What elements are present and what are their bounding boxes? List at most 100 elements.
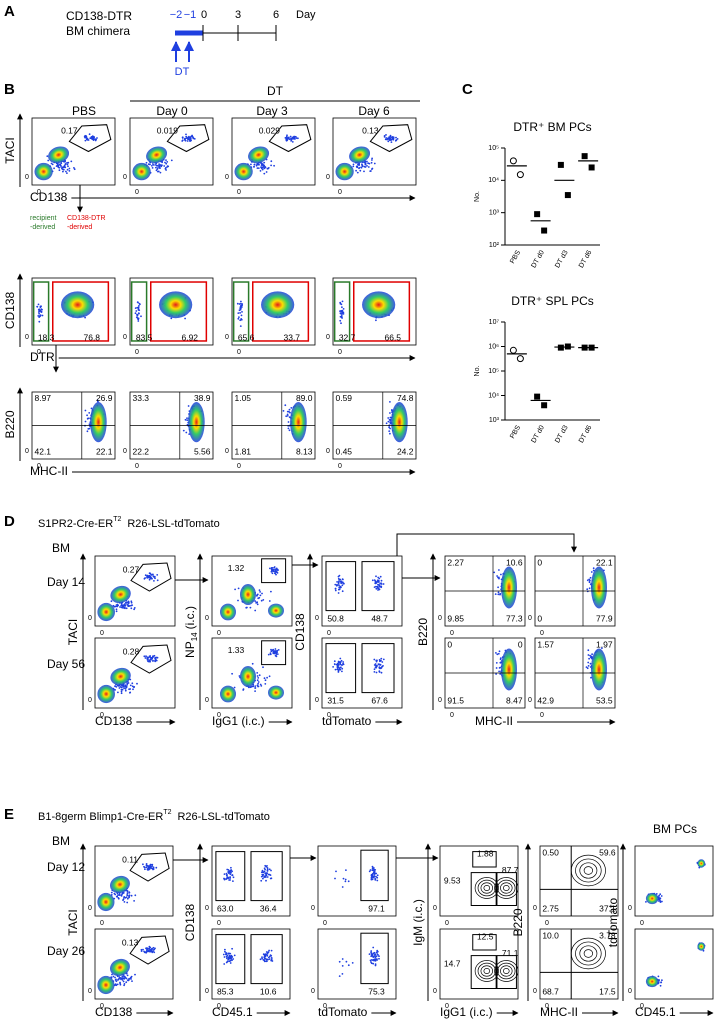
- event-dot: [130, 600, 133, 603]
- contour: [494, 877, 519, 899]
- row-label: Day 12: [47, 860, 85, 874]
- gate-percentage: 8.13: [296, 447, 313, 457]
- event-dot: [262, 877, 264, 880]
- event-dot: [372, 956, 375, 958]
- event-dot: [126, 890, 129, 892]
- event-dot: [276, 649, 279, 652]
- event-dot: [371, 878, 374, 881]
- event-dot: [259, 683, 262, 686]
- event-dot: [185, 135, 188, 138]
- event-dot: [256, 672, 259, 674]
- event-dot: [385, 137, 388, 139]
- event-dot: [372, 958, 375, 961]
- event-dot: [499, 673, 502, 675]
- panel-label: A: [4, 3, 15, 20]
- event-dot: [134, 312, 137, 315]
- event-dot: [263, 959, 266, 962]
- data-point: [509, 157, 517, 165]
- event-dot: [363, 170, 365, 173]
- zero-tick: 0: [445, 920, 449, 927]
- event-dot: [144, 951, 147, 953]
- contour: [477, 879, 496, 897]
- event-dot: [237, 587, 240, 590]
- event-dot: [367, 162, 369, 165]
- event-dot: [368, 870, 371, 873]
- event-dot: [126, 601, 129, 604]
- event-dot: [187, 136, 190, 139]
- event-dot: [170, 159, 173, 162]
- event-dot: [88, 133, 91, 136]
- event-dot: [337, 663, 340, 666]
- event-dot: [189, 139, 191, 142]
- event-dot: [375, 875, 377, 878]
- event-dot: [87, 428, 90, 430]
- gate: [250, 934, 283, 985]
- zero-tick: 0: [100, 630, 104, 637]
- event-dot: [136, 313, 138, 316]
- zero-tick: 0: [217, 920, 221, 927]
- title-part: S1PR2-Cre-ER: [38, 518, 113, 530]
- event-dot: [150, 574, 153, 576]
- gate-percentage: 0: [537, 613, 542, 623]
- event-dot: [257, 677, 260, 679]
- event-dot: [361, 164, 364, 167]
- gate-percentage: 9.53: [444, 875, 461, 885]
- density-blob: [290, 402, 307, 443]
- event-dot: [193, 138, 196, 140]
- event-dot: [120, 894, 123, 897]
- gate: [130, 644, 172, 674]
- event-dot: [266, 958, 268, 961]
- event-dot: [259, 591, 261, 593]
- gate-percentage: 33.7: [283, 333, 300, 343]
- gate: [232, 281, 250, 342]
- density-blob: [349, 146, 371, 164]
- data-point: [557, 161, 564, 168]
- event-dot: [37, 303, 40, 306]
- gate: [360, 932, 389, 985]
- density-blob: [132, 162, 151, 181]
- gate: [325, 643, 357, 694]
- event-dot: [265, 953, 268, 956]
- event-dot: [290, 140, 292, 142]
- event-dot: [370, 873, 373, 876]
- event-dot: [187, 405, 190, 407]
- event-dot: [256, 601, 258, 604]
- zero-tick: 0: [545, 1003, 549, 1010]
- axis-label: tdTomato: [322, 714, 372, 728]
- event-dot: [347, 880, 350, 883]
- event-dot: [264, 875, 267, 878]
- event-dot: [270, 590, 272, 593]
- event-dot: [114, 893, 117, 896]
- event-dot: [275, 653, 278, 655]
- event-dot: [589, 654, 591, 657]
- model-title: S1PR2-Cre-ERT2 R26-LSL-tdTomato: [38, 516, 220, 530]
- event-dot: [228, 879, 231, 881]
- axis-label: B220: [511, 908, 525, 936]
- event-dot: [495, 667, 498, 669]
- event-dot: [264, 864, 267, 867]
- event-dot: [382, 665, 384, 667]
- gate: [215, 851, 246, 902]
- event-dot: [152, 573, 154, 576]
- event-dot: [376, 879, 379, 882]
- event-dot: [191, 135, 194, 138]
- zero-tick: 0: [237, 189, 241, 196]
- event-dot: [126, 979, 129, 982]
- event-dot: [125, 686, 127, 688]
- event-dot: [181, 137, 184, 139]
- gate: [361, 561, 395, 612]
- event-dot: [148, 576, 151, 578]
- data-point: [581, 153, 588, 160]
- event-dot: [229, 873, 232, 876]
- event-dot: [273, 650, 276, 653]
- gate-percentage: 1.33: [228, 645, 245, 655]
- zero-tick: 0: [315, 697, 319, 704]
- contour: [477, 962, 496, 980]
- zero-tick: 0: [628, 905, 632, 912]
- event-dot: [341, 317, 343, 319]
- density-blob: [110, 875, 130, 894]
- event-dot: [358, 163, 361, 166]
- event-dot: [127, 601, 130, 603]
- event-dot: [256, 603, 259, 606]
- event-dot: [117, 897, 120, 900]
